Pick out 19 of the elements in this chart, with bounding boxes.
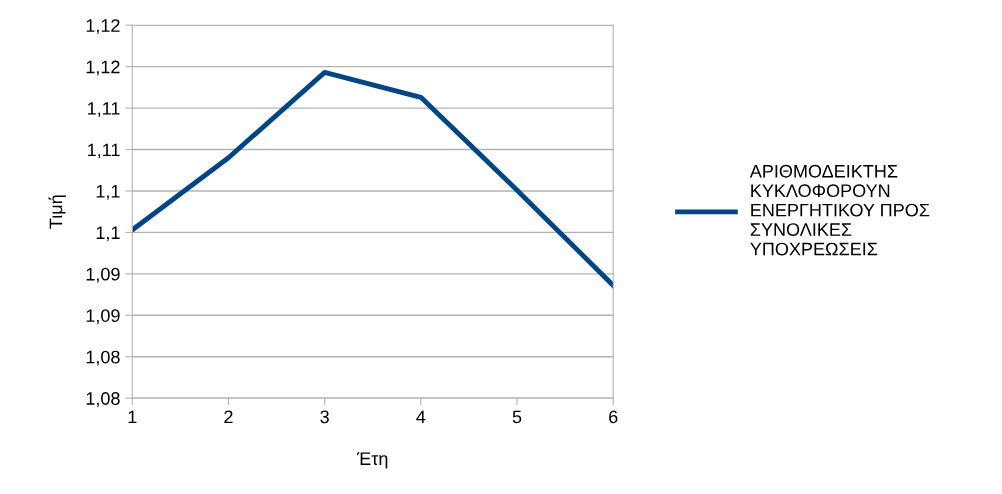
y-tick-label: 1,1 [96,185,120,200]
y-tick-label: 1,11 [88,143,120,159]
y-tick-label: 1,12 [86,19,120,35]
legend-label: ΑΡΙΘΜΟΔΕΙΚΤΗΣ ΚΥΚΛΟΦΟΡΟΥΝ ΕΝΕΡΓΗΤΙΚΟΥ ΠΡΟΣ ΣΥΝΟΛΙΚΕΣ ΥΠΟΧΡΕΩΣΕΙΣ [749,164,930,256]
x-tick-label: 2 [224,410,233,424]
y-tick-label: 1,1 [96,226,120,242]
y-tick-label: 1,12 [86,60,120,76]
y-tick-label: 1,11 [88,102,120,117]
x-axis-title: Έτη [356,452,388,469]
y-tick-label: 1,09 [86,309,120,325]
x-tick-label: 4 [416,410,426,424]
x-tick-label: 6 [609,410,618,424]
x-tick-label: 1 [128,410,137,424]
y-tick-label: 1,08 [86,392,120,408]
y-tick-label: 1,09 [86,267,120,283]
y-tick-label: 1,08 [86,350,120,366]
x-tick-label: 3 [320,410,329,424]
x-tick-label: 5 [512,410,522,424]
y-axis-title: Τιμή [48,195,66,229]
